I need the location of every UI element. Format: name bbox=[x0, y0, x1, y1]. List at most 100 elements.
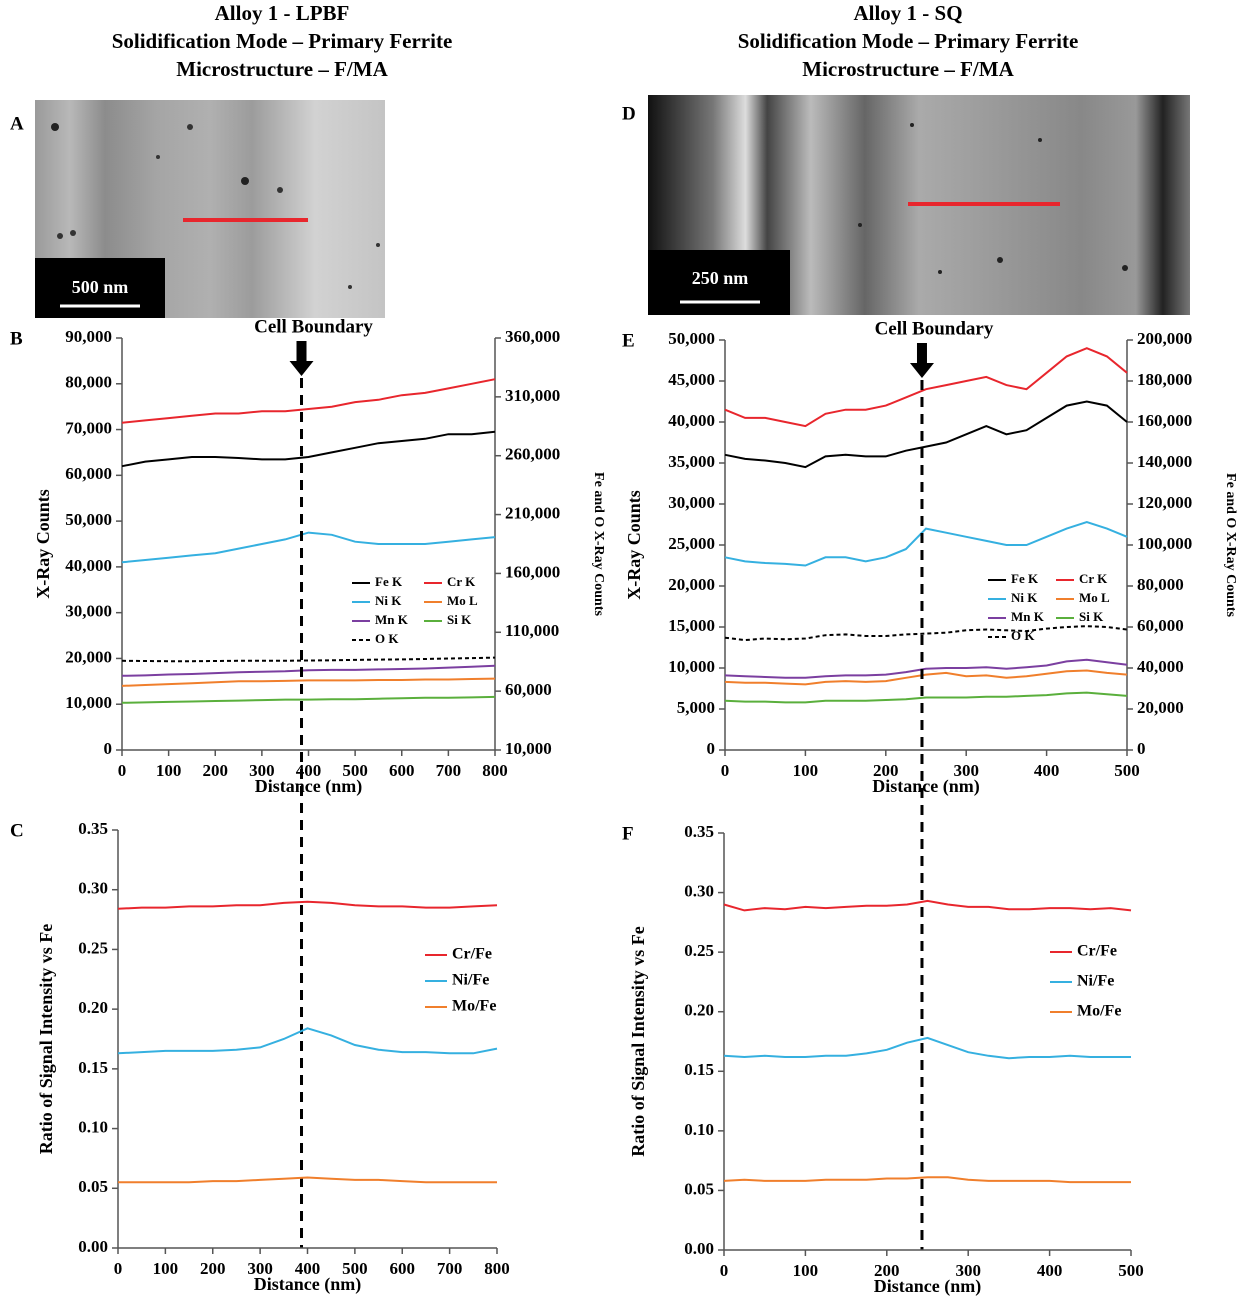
column-title: Microstructure – F/MA bbox=[802, 57, 1014, 81]
x-tick-label: 200 bbox=[200, 1259, 226, 1278]
y-tick-label: 20,000 bbox=[668, 575, 715, 594]
series-line bbox=[121, 664, 496, 677]
y-tick-label: 90,000 bbox=[65, 327, 112, 346]
legend-label: Cr/Fe bbox=[452, 946, 492, 963]
x-tick-label: 500 bbox=[1118, 1261, 1144, 1280]
y-tick-label: 0.20 bbox=[78, 998, 108, 1017]
series-line bbox=[724, 400, 1128, 469]
x-tick-label: 200 bbox=[203, 761, 229, 780]
y2-tick-label: 20,000 bbox=[1137, 698, 1184, 717]
legend-label: O K bbox=[375, 631, 399, 646]
y2-tick-label: 10,000 bbox=[505, 739, 552, 758]
y-tick-label: 0.35 bbox=[78, 819, 108, 838]
y-tick-label: 0 bbox=[707, 739, 716, 758]
y-tick-label: 0.20 bbox=[684, 1001, 714, 1020]
legend-label: Si K bbox=[447, 612, 472, 627]
series-line bbox=[724, 669, 1128, 686]
y-tick-label: 80,000 bbox=[65, 373, 112, 392]
y2-tick-label: 120,000 bbox=[1137, 493, 1192, 512]
y-tick-label: 5,000 bbox=[677, 698, 715, 717]
y2-tick-label: 160,000 bbox=[505, 562, 560, 581]
legend-label: Mo/Fe bbox=[1077, 1003, 1121, 1020]
boundary-arrow bbox=[289, 341, 314, 376]
x-axis-label: Distance (nm) bbox=[255, 776, 362, 797]
x-tick-label: 600 bbox=[390, 1259, 416, 1278]
y-tick-label: 40,000 bbox=[668, 411, 715, 430]
y-tick-label: 0.10 bbox=[684, 1120, 714, 1139]
scale-bar-label: 250 nm bbox=[692, 268, 749, 288]
column-title: Microstructure – F/MA bbox=[176, 57, 388, 81]
y2-tick-label: 160,000 bbox=[1137, 411, 1192, 430]
series-line bbox=[723, 899, 1132, 912]
series-line bbox=[117, 900, 498, 910]
series-line bbox=[121, 677, 496, 687]
x-tick-label: 0 bbox=[118, 761, 127, 780]
x-tick-label: 300 bbox=[953, 761, 979, 780]
x-tick-label: 500 bbox=[1114, 761, 1140, 780]
y-axis-label: X-Ray Counts bbox=[624, 490, 644, 600]
series-line bbox=[723, 1176, 1131, 1184]
column-title: Solidification Mode – Primary Ferrite bbox=[112, 29, 453, 53]
x-tick-label: 600 bbox=[389, 761, 415, 780]
column-title: Alloy 1 - SQ bbox=[853, 1, 962, 25]
x-tick-label: 100 bbox=[793, 1261, 819, 1280]
micrograph-a bbox=[35, 100, 385, 318]
x-tick-label: 700 bbox=[437, 1259, 463, 1278]
panel-label: A bbox=[10, 113, 24, 134]
y-tick-label: 50,000 bbox=[668, 329, 715, 348]
y2-tick-label: 140,000 bbox=[1137, 452, 1192, 471]
x-tick-label: 200 bbox=[873, 761, 899, 780]
annotation: Cell Boundary bbox=[875, 318, 994, 339]
y2-tick-label: 310,000 bbox=[505, 386, 560, 405]
legend-label: Cr/Fe bbox=[1077, 943, 1117, 960]
panel-label: E bbox=[622, 330, 635, 351]
x-tick-label: 400 bbox=[1034, 761, 1060, 780]
x-tick-label: 100 bbox=[156, 761, 182, 780]
series-line bbox=[724, 625, 1128, 642]
legend-label: Cr K bbox=[447, 574, 476, 589]
legend-label: Mo/Fe bbox=[452, 998, 496, 1015]
y2-axis-label: Fe and O X-Ray Counts bbox=[591, 472, 606, 616]
series-line bbox=[724, 520, 1128, 567]
y2-tick-label: 200,000 bbox=[1137, 329, 1192, 348]
y-tick-label: 0.00 bbox=[684, 1239, 714, 1258]
boundary-arrow bbox=[909, 343, 934, 378]
panel-label: F bbox=[622, 823, 634, 844]
x-tick-label: 700 bbox=[436, 761, 462, 780]
y2-tick-label: 0 bbox=[1137, 739, 1146, 758]
x-tick-label: 500 bbox=[342, 1259, 368, 1278]
legend-label: Ni/Fe bbox=[1077, 973, 1114, 990]
y2-tick-label: 60,000 bbox=[1137, 616, 1184, 635]
annotation: Cell Boundary bbox=[254, 316, 373, 337]
x-tick-label: 300 bbox=[955, 1261, 981, 1280]
y-tick-label: 0.25 bbox=[684, 941, 714, 960]
legend-label: Cr K bbox=[1079, 571, 1108, 586]
legend-label: Si K bbox=[1079, 609, 1104, 624]
y-tick-label: 20,000 bbox=[65, 647, 112, 666]
x-tick-label: 300 bbox=[249, 761, 275, 780]
x-tick-label: 0 bbox=[114, 1259, 123, 1278]
y-tick-label: 45,000 bbox=[668, 370, 715, 389]
y-tick-label: 0.35 bbox=[684, 822, 714, 841]
y-tick-label: 10,000 bbox=[668, 657, 715, 676]
y2-tick-label: 60,000 bbox=[505, 680, 552, 699]
series-line bbox=[118, 1176, 497, 1184]
y-tick-label: 0.30 bbox=[684, 881, 714, 900]
y-axis-label: Ratio of Signal Intensity vs Fe bbox=[36, 924, 56, 1155]
x-tick-label: 400 bbox=[1037, 1261, 1063, 1280]
y-tick-label: 0.00 bbox=[78, 1237, 108, 1256]
x-tick-label: 200 bbox=[874, 1261, 900, 1280]
column-title: Alloy 1 - LPBF bbox=[215, 1, 350, 25]
series-line bbox=[121, 378, 496, 424]
legend-label: O K bbox=[1011, 628, 1035, 643]
y-tick-label: 0.05 bbox=[684, 1179, 714, 1198]
y-tick-label: 70,000 bbox=[65, 418, 112, 437]
panel-label: D bbox=[622, 103, 636, 124]
x-tick-label: 100 bbox=[153, 1259, 179, 1278]
y-tick-label: 0.05 bbox=[78, 1177, 108, 1196]
y-tick-label: 0.25 bbox=[78, 938, 108, 957]
legend-label: Fe K bbox=[1011, 571, 1039, 586]
legend-label: Mo L bbox=[1079, 590, 1110, 605]
y-tick-label: 0.15 bbox=[684, 1060, 714, 1079]
